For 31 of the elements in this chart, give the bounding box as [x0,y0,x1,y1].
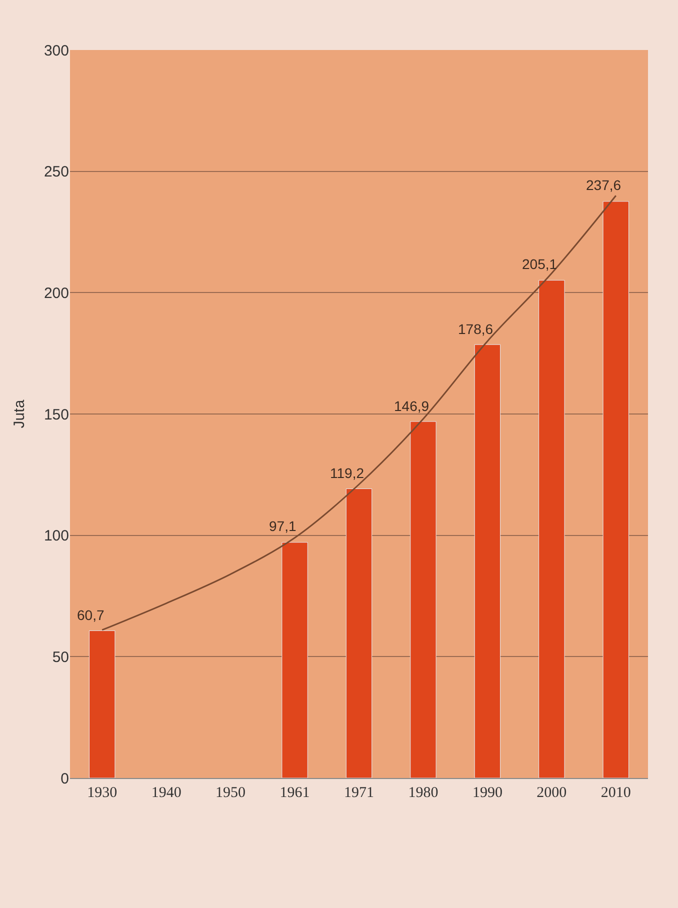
x-tick-label: 1980 [408,785,438,801]
data-label: 205,1 [522,256,558,272]
bar [474,344,501,778]
bar [346,488,372,778]
bar [410,421,436,778]
x-tick-label: 2000 [536,785,567,801]
x-tick-label: 1990 [472,785,502,801]
data-label: 146,9 [394,398,430,414]
bar [602,201,629,778]
data-label: 119,2 [330,465,364,481]
data-label: 60,7 [77,607,104,623]
bar [538,280,565,778]
x-tick-label: 1950 [216,785,246,801]
y-axis-title: Juta [11,399,28,428]
data-label: 97,1 [269,518,296,534]
bar [89,630,116,778]
x-tick-label: 1930 [87,785,118,801]
x-tick-label: 1971 [344,785,374,801]
data-label: 237,6 [586,177,622,193]
data-label: 178,6 [458,321,494,337]
x-tick-label: 2010 [600,785,631,801]
y-tick-label: 50 [52,648,69,666]
bar [282,542,308,778]
y-tick-label: 150 [44,406,69,424]
y-tick-label: 200 [44,284,69,302]
x-tick-label: 1940 [151,785,182,801]
y-tick-label: 250 [44,164,69,181]
y-tick-label: 0 [60,770,69,788]
x-tick-label: 1961 [280,785,310,801]
y-tick-label: 300 [44,42,69,60]
y-tick-label: 100 [44,528,69,545]
